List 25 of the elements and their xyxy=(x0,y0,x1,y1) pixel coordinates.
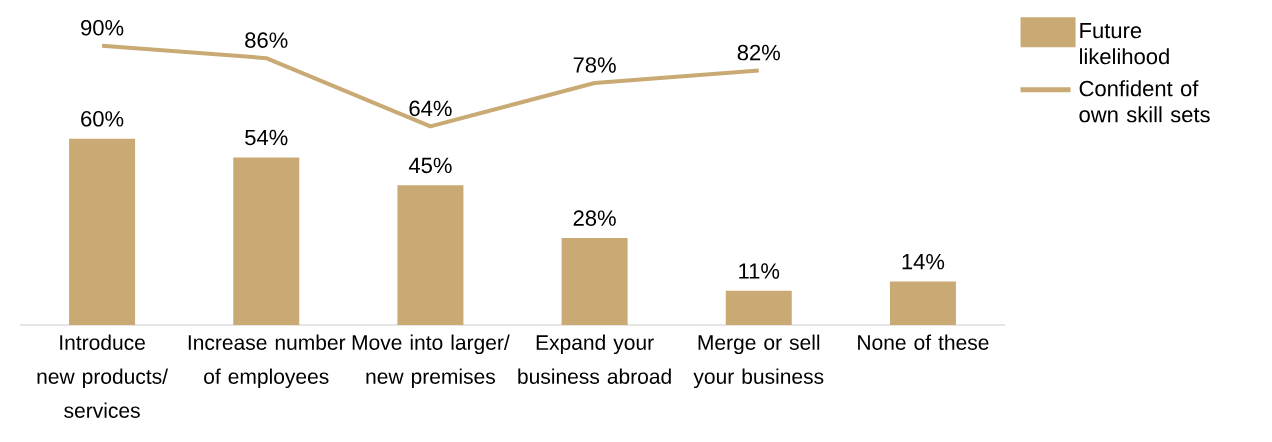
data-label: 60% xyxy=(81,111,124,127)
data-label: 78% xyxy=(573,57,616,73)
bar xyxy=(725,290,792,325)
data-label: 82% xyxy=(737,44,780,61)
legend-label: Confident of own skill sets xyxy=(1079,80,1210,123)
data-label: 90% xyxy=(81,19,124,36)
bar xyxy=(69,138,136,325)
data-label: 11% xyxy=(739,263,780,279)
x-tick-label: Merge or sell your business xyxy=(693,334,824,389)
legend-label: Future likelihood xyxy=(1080,22,1169,65)
bar xyxy=(889,281,956,325)
x-tick-label: Introduce new products/ services xyxy=(37,334,169,418)
data-label: 28% xyxy=(573,210,616,226)
bar xyxy=(561,238,628,325)
x-tick-label: None of these xyxy=(858,334,989,350)
x-tick-label: Expand your business abroad xyxy=(518,334,671,384)
x-tick-label: Move into larger/ new premises xyxy=(352,334,510,389)
data-label: 54% xyxy=(245,129,288,146)
data-label: 64% xyxy=(409,100,452,117)
data-label: 86% xyxy=(245,32,288,48)
bar xyxy=(233,157,300,325)
bar xyxy=(397,185,464,325)
x-tick-label: Increase number of employees xyxy=(188,334,346,389)
data-label: 45% xyxy=(408,157,452,174)
data-label: 14% xyxy=(902,253,945,270)
